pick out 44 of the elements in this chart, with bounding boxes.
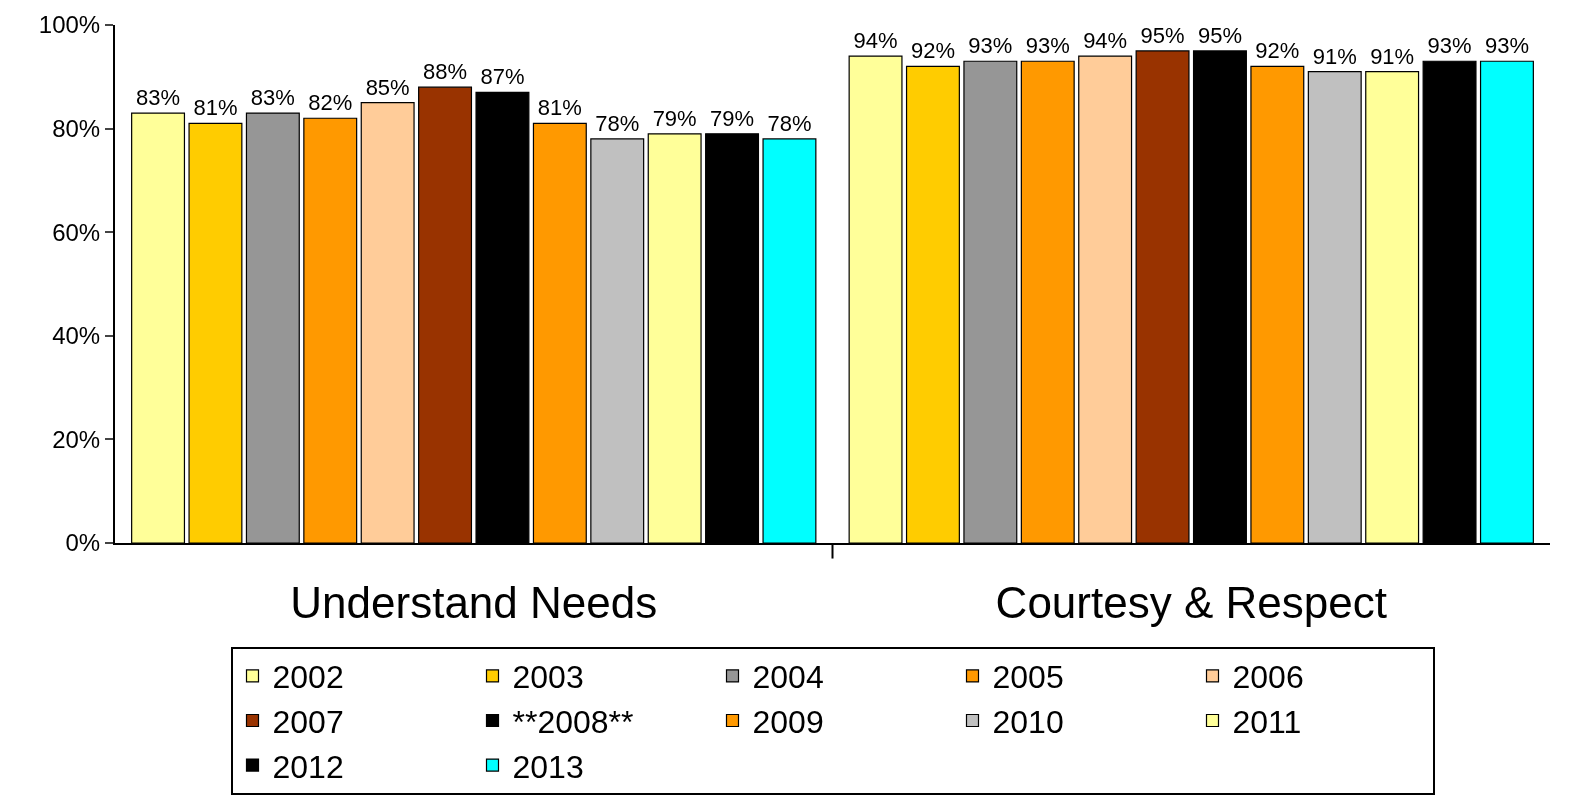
data-label: 94% (1083, 28, 1128, 54)
data-label: 78% (595, 110, 640, 136)
data-label: 91% (1370, 43, 1415, 69)
y-tick-label: 80% (52, 115, 101, 142)
legend-label: 2009 (752, 703, 824, 740)
data-label: 92% (1255, 38, 1300, 64)
legend-label: 2011 (1232, 703, 1302, 740)
data-label: 92% (910, 38, 955, 64)
legend-label: 2006 (1232, 659, 1304, 696)
legend-label: 2004 (752, 659, 824, 696)
legend-label: **2008** (512, 703, 634, 740)
legend-label: 2005 (992, 659, 1064, 696)
data-label: 88% (423, 59, 468, 85)
legend-label: 2010 (992, 703, 1064, 740)
data-label: 87% (480, 64, 525, 90)
data-label: 85% (365, 74, 410, 100)
y-tick-label: 60% (52, 218, 101, 246)
data-label: 79% (652, 105, 697, 131)
data-label: 82% (308, 90, 353, 116)
x-tick-label: Courtesy & Respect (995, 577, 1387, 627)
legend-label: 2002 (272, 659, 344, 696)
data-label: 93% (968, 33, 1013, 59)
y-tick-label: 20% (52, 425, 101, 453)
legend-label: 2003 (512, 659, 584, 696)
data-label: 91% (1312, 43, 1357, 69)
data-label: 83% (250, 85, 295, 111)
y-tick-label: 0% (65, 529, 101, 557)
legend-label: 2012 (272, 748, 344, 785)
y-tick-label: 100% (38, 11, 101, 39)
data-label: 93% (1025, 33, 1070, 59)
y-tick-label: 40% (52, 322, 101, 350)
data-label: 81% (537, 95, 582, 121)
data-label: 93% (1427, 33, 1472, 59)
data-label: 83% (136, 85, 181, 111)
data-label: 93% (1484, 33, 1529, 59)
data-label: 79% (710, 105, 755, 131)
legend-label: 2013 (512, 748, 584, 785)
data-label: 94% (853, 28, 898, 54)
data-label: 95% (1197, 22, 1242, 48)
data-label: 95% (1140, 22, 1185, 48)
data-label: 78% (767, 110, 812, 136)
legend-label: 2007 (272, 703, 344, 740)
data-label: 81% (193, 95, 238, 121)
x-tick-label: Understand Needs (290, 577, 658, 627)
